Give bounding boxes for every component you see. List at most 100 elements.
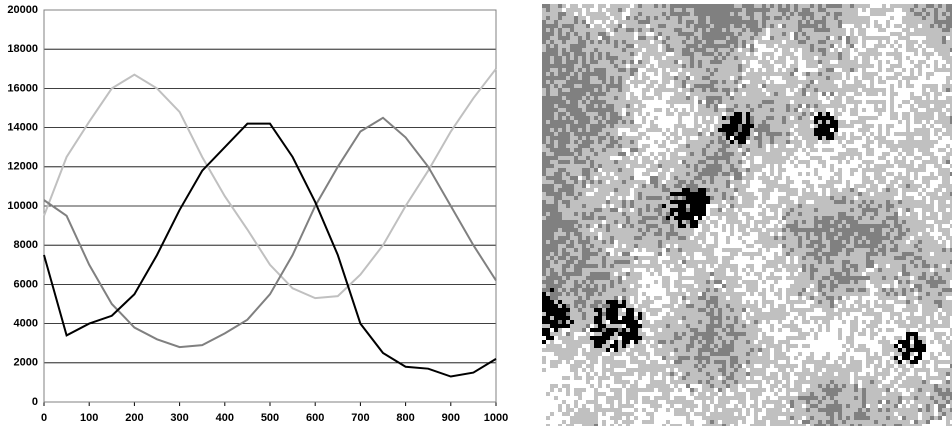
lattice-cell (774, 88, 778, 92)
lattice-cell (906, 204, 910, 208)
y-tick-label: 20000 (7, 4, 38, 16)
lattice-cell (594, 136, 598, 140)
lattice-cell (638, 40, 642, 44)
lattice-cell (766, 120, 770, 124)
lattice-cell (766, 236, 770, 240)
lattice-cell (654, 92, 658, 96)
lattice-cell (670, 24, 674, 28)
lattice-cell (750, 20, 754, 24)
lattice-cell (618, 12, 622, 16)
lattice-cell (614, 188, 618, 192)
lattice-cell (806, 4, 810, 8)
lattice-cell (850, 156, 854, 160)
lattice-cell (594, 76, 598, 80)
lattice-cell (830, 72, 834, 76)
lattice-cell (910, 220, 914, 224)
lattice-cell (614, 12, 618, 16)
lattice-cell (750, 40, 754, 44)
lattice-cell (606, 144, 610, 148)
lattice-cell (850, 232, 854, 236)
lattice-cell (946, 28, 950, 32)
lattice-cell (578, 144, 582, 148)
lattice-cell (546, 44, 550, 48)
lattice-cell (942, 56, 946, 60)
lattice-cell (814, 120, 818, 124)
lattice-cell (578, 136, 582, 140)
lattice-cell (658, 20, 662, 24)
lattice-cell (550, 192, 554, 196)
lattice-cell (794, 84, 798, 88)
lattice-cell (570, 60, 574, 64)
lattice-cell (646, 20, 650, 24)
lattice-cell (814, 232, 818, 236)
lattice-cell (818, 36, 822, 40)
lattice-cell (614, 212, 618, 216)
lattice-cell (830, 24, 834, 28)
lattice-cell (938, 164, 942, 168)
lattice-cell (694, 92, 698, 96)
lattice-cell (738, 140, 742, 144)
lattice-cell (582, 220, 586, 224)
lattice-cell (586, 136, 590, 140)
lattice-cell (782, 120, 786, 124)
x-tick-label: 300 (170, 412, 188, 424)
lattice-cell (934, 128, 938, 132)
lattice-cell (826, 216, 830, 220)
lattice-cell (718, 76, 722, 80)
lattice-cell (830, 116, 834, 120)
lattice-cell (898, 224, 902, 228)
lattice-cell (630, 224, 634, 228)
lattice-cell (650, 176, 654, 180)
lattice-cell (598, 76, 602, 80)
lattice-cell (810, 212, 814, 216)
lattice-cell (702, 56, 706, 60)
lattice-cell (882, 236, 886, 240)
lattice-cell (690, 244, 694, 248)
lattice-cell (670, 60, 674, 64)
lattice-cell (638, 200, 642, 204)
lattice-cell (722, 136, 726, 140)
lattice-cell (746, 204, 750, 208)
lattice-cell (918, 96, 922, 100)
lattice-cell (934, 84, 938, 88)
lattice-cell (582, 160, 586, 164)
lattice-cell (694, 220, 698, 224)
lattice-cell (702, 132, 706, 136)
lattice-cell (658, 4, 662, 8)
lattice-cell (854, 40, 858, 44)
lattice-cell (894, 52, 898, 56)
lattice-cell (738, 136, 742, 140)
lattice-cell (562, 120, 566, 124)
lattice-cell (786, 180, 790, 184)
lattice-cell (542, 160, 546, 164)
lattice-cell (718, 68, 722, 72)
lattice-cell (862, 124, 866, 128)
lattice-cell (882, 196, 886, 200)
lattice-cell (618, 236, 622, 240)
lattice-cell (562, 64, 566, 68)
lattice-cell (710, 180, 714, 184)
lattice-cell (642, 52, 646, 56)
lattice-cell (606, 48, 610, 52)
lattice-cell (562, 32, 566, 36)
lattice-cell (558, 4, 562, 8)
lattice-cell (894, 176, 898, 180)
lattice-cell (646, 52, 650, 56)
lattice-cell (642, 180, 646, 184)
lattice-cell (686, 212, 690, 216)
lattice-cell (706, 28, 710, 32)
lattice-cell (686, 240, 690, 244)
lattice-cell (886, 160, 890, 164)
lattice-cell (582, 120, 586, 124)
lattice-cell (926, 92, 930, 96)
lattice-cell (870, 116, 874, 120)
lattice-cell (814, 60, 818, 64)
lattice-cell (770, 20, 774, 24)
lattice-cell (614, 36, 618, 40)
lattice-cell (554, 28, 558, 32)
lattice-cell (610, 176, 614, 180)
lattice-cell (590, 216, 594, 220)
lattice-cell (654, 228, 658, 232)
lattice-cell (718, 140, 722, 144)
lattice-cell (642, 88, 646, 92)
